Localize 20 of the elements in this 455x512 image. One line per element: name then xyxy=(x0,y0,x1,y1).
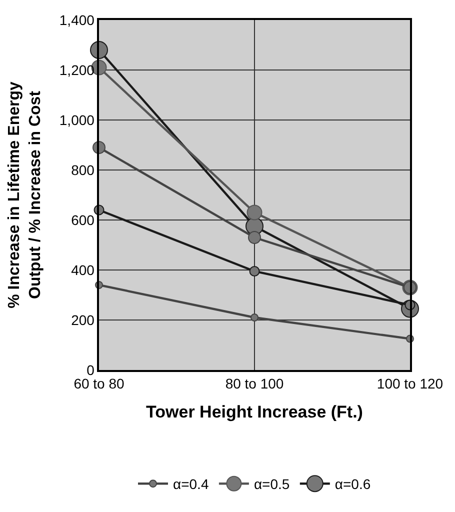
x-tick-label: 100 to 120 xyxy=(376,376,444,392)
point xyxy=(250,314,258,322)
y-tick-label: 1,000 xyxy=(59,112,95,128)
x-tick-label: 80 to 100 xyxy=(225,376,284,392)
x-tick-label: 60 to 80 xyxy=(74,376,125,392)
point xyxy=(249,266,260,276)
y-tick-label: 400 xyxy=(71,262,95,278)
y-axis-title: % Increase in Lifetime Energy Output / % Increase in Cost xyxy=(6,82,44,308)
x-axis-title: Tower Height Increase (Ft.) xyxy=(146,402,363,422)
legend-label: α=0.6 xyxy=(334,476,371,492)
point xyxy=(246,204,262,220)
y-tick-label: 200 xyxy=(71,312,95,328)
point xyxy=(248,231,261,244)
legend-label: α=0.4 xyxy=(173,476,209,492)
legend-label: α=0.5 xyxy=(254,476,290,492)
y-tick-label: 600 xyxy=(71,212,95,228)
y-tick-label: 800 xyxy=(71,162,95,178)
y-tick-label: 1,200 xyxy=(59,62,95,78)
y-tick-label: 1,400 xyxy=(59,12,95,28)
y-tick-label: 0 xyxy=(86,362,95,378)
